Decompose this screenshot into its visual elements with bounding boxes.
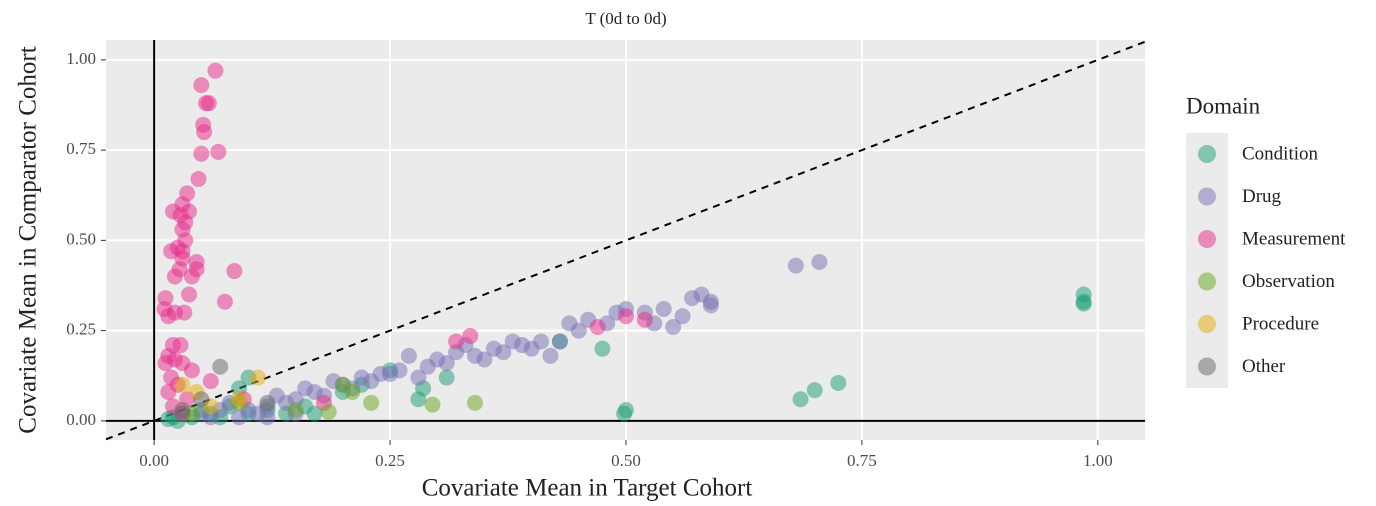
legend-label: Condition [1242, 143, 1319, 164]
point [616, 405, 633, 422]
point [174, 402, 191, 419]
legend-label: Procedure [1242, 313, 1319, 334]
y-tick-label: 0.50 [66, 229, 96, 248]
point [551, 333, 568, 350]
point [193, 391, 210, 408]
legend-marker [1198, 145, 1216, 163]
point [207, 62, 224, 79]
point [172, 337, 189, 354]
point [306, 405, 323, 422]
legend-marker [1198, 272, 1216, 291]
point [259, 394, 276, 411]
point [320, 403, 337, 420]
point [226, 263, 243, 280]
point [811, 254, 828, 271]
legend-label: Observation [1242, 271, 1335, 292]
point [665, 319, 682, 336]
point [438, 355, 455, 372]
point [249, 369, 266, 386]
point [196, 124, 213, 141]
point [438, 369, 455, 386]
point [514, 337, 531, 354]
x-tick-label: 0.75 [847, 451, 877, 470]
point [363, 394, 380, 411]
point [297, 380, 314, 397]
diagonal [105, 40, 1146, 441]
y-tick-label: 0.75 [66, 139, 96, 158]
point [210, 143, 227, 160]
chart-title: T (0d to 0d) [585, 9, 666, 28]
point [190, 170, 207, 187]
point [702, 297, 719, 314]
point [674, 308, 691, 325]
point [830, 374, 847, 391]
y-axis-label: Covariate Mean in Comparator Cohort [15, 46, 42, 433]
point [231, 409, 248, 426]
y-tick-label: 0.25 [66, 320, 96, 339]
legend-marker [1198, 315, 1216, 333]
point [806, 382, 823, 399]
point [174, 376, 191, 393]
point [448, 333, 465, 350]
point [166, 268, 183, 285]
point [181, 286, 198, 303]
point [200, 95, 217, 112]
x-tick-label: 1.00 [1083, 451, 1113, 470]
point [462, 328, 479, 345]
point [655, 300, 672, 317]
point [183, 268, 200, 285]
point [212, 358, 229, 375]
legend-label: Measurement [1242, 228, 1346, 249]
point [570, 322, 587, 339]
point [193, 145, 210, 162]
y-tick-label: 1.00 [66, 49, 96, 68]
point [410, 391, 427, 408]
point [363, 373, 380, 390]
point [410, 369, 427, 386]
point [400, 347, 417, 364]
point [382, 365, 399, 382]
point [787, 257, 804, 274]
x-tick-label: 0.25 [375, 451, 405, 470]
point [466, 347, 483, 364]
point [287, 402, 304, 419]
point [231, 391, 248, 408]
y-tick-label: 0.00 [66, 410, 96, 429]
point [216, 293, 233, 310]
point [495, 344, 512, 361]
point [594, 340, 611, 357]
point [792, 391, 809, 408]
point [157, 355, 174, 372]
point [424, 396, 441, 413]
point [1075, 295, 1092, 312]
point [542, 347, 559, 364]
point [533, 333, 550, 350]
point [259, 409, 276, 426]
point [636, 311, 653, 328]
x-tick-label: 0.50 [611, 451, 641, 470]
legend-marker [1198, 187, 1216, 206]
point [202, 373, 219, 390]
x-axis-label: Covariate Mean in Target Cohort [422, 475, 753, 502]
point [466, 394, 483, 411]
legend-marker [1198, 230, 1216, 248]
point [344, 383, 361, 400]
point [183, 362, 200, 379]
point [617, 308, 634, 325]
point [193, 77, 210, 94]
legend-label: Drug [1242, 186, 1282, 207]
point [163, 243, 180, 260]
x-tick-label: 0.00 [139, 451, 169, 470]
legend-marker [1198, 357, 1216, 376]
point [176, 304, 193, 321]
point [589, 319, 606, 336]
point [160, 308, 177, 325]
legend-label: Other [1242, 356, 1286, 377]
point [160, 383, 177, 400]
legend-title: Domain [1186, 93, 1261, 118]
